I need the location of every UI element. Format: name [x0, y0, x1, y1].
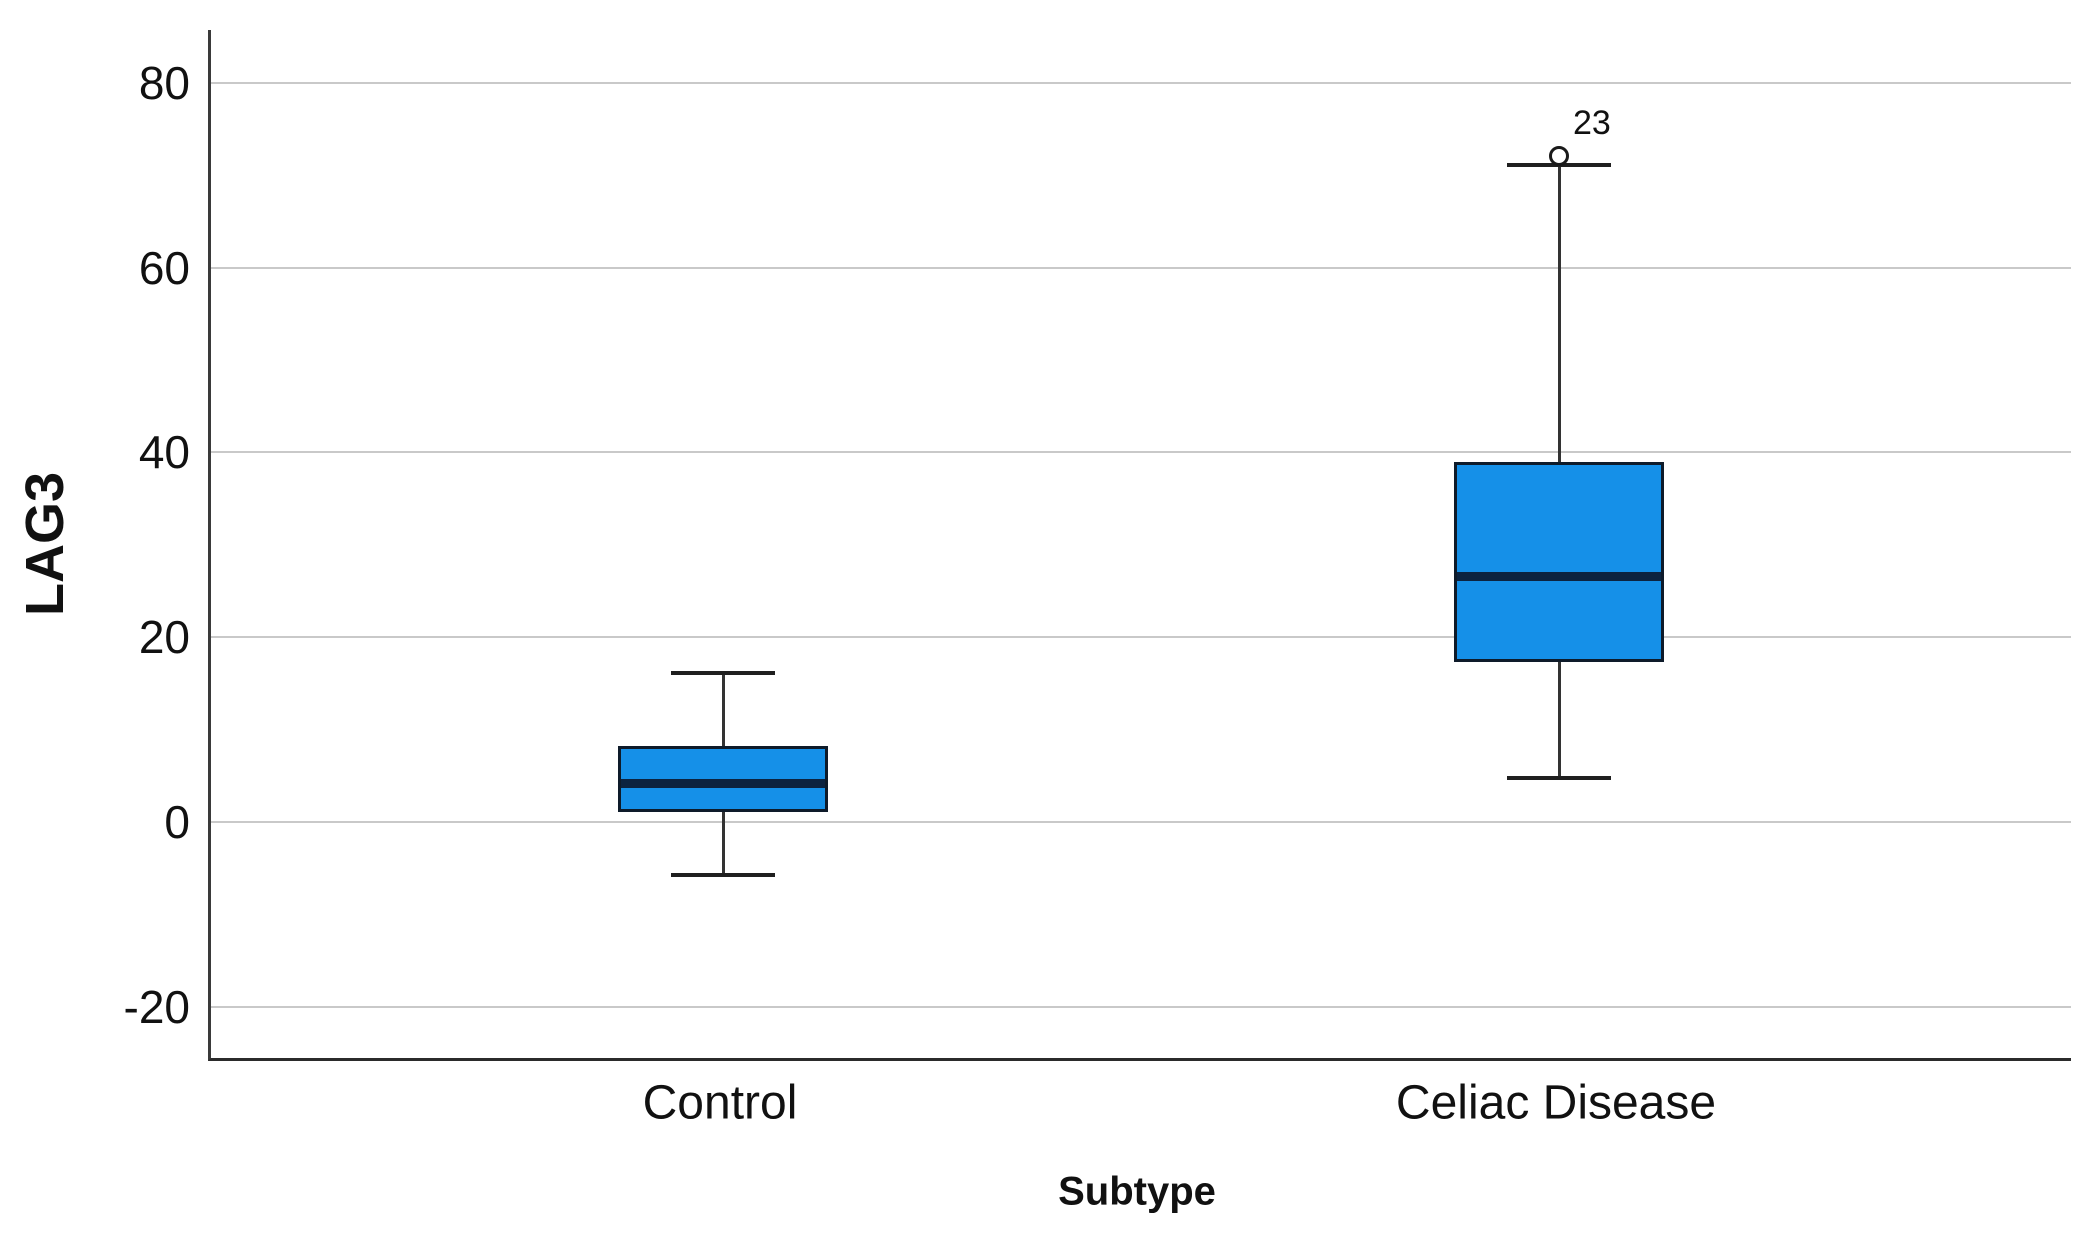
y-tick-label: 0: [164, 796, 190, 849]
y-tick-label: 60: [138, 241, 190, 294]
outlier-case-label: 23: [1573, 103, 1611, 142]
y-tick-label: 20: [138, 611, 190, 664]
gridline: [211, 451, 2071, 454]
box-median-line: [1457, 571, 1661, 581]
whisker-cap-bottom: [671, 872, 775, 877]
x-axis-title: Subtype: [1058, 1169, 1216, 1214]
gridline: [211, 821, 2071, 824]
outlier-point: [1549, 145, 1569, 166]
gridline: [211, 1006, 2071, 1009]
whisker-cap-top: [671, 670, 775, 675]
box-rect: [1454, 461, 1664, 663]
whisker-cap-bottom: [1507, 775, 1611, 780]
plot-area: 23: [208, 30, 2071, 1061]
y-tick-label: 40: [138, 426, 190, 479]
gridline: [211, 636, 2071, 639]
x-category-label: Celiac Disease: [1395, 1076, 1717, 1130]
box-median-line: [621, 778, 825, 788]
y-tick-label: -20: [123, 981, 190, 1034]
gridline: [211, 266, 2071, 269]
gridline: [211, 81, 2071, 84]
x-category-label: Control: [642, 1076, 798, 1130]
y-tick-label: 80: [138, 56, 190, 109]
y-axis-title: LAG3: [15, 471, 75, 617]
